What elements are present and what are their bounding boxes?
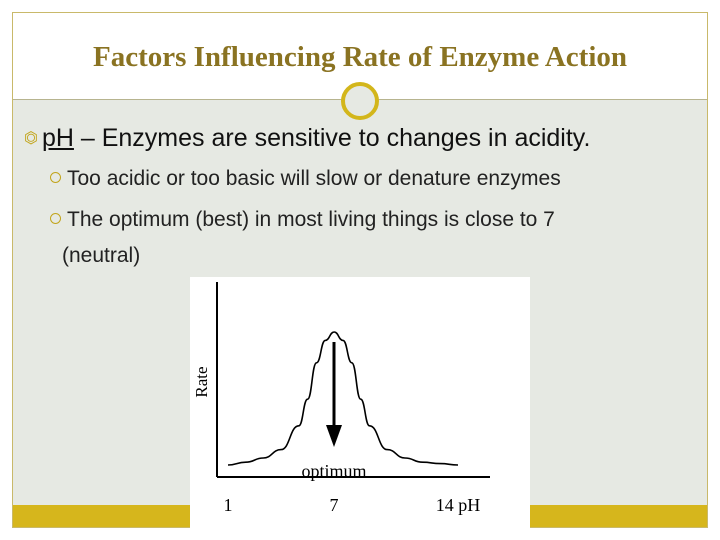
optimum-label: optimum — [301, 461, 366, 481]
ph-rate-graph: Rate optimum 1 7 14 pH — [190, 277, 530, 532]
x-tick-label: 14 pH — [436, 495, 481, 515]
optimum-arrow-head-icon — [326, 425, 342, 447]
subbullet-circle-icon — [50, 172, 61, 183]
x-tick-label: 1 — [224, 495, 233, 515]
ph-rate-chart: Rate optimum 1 7 14 pH — [192, 282, 490, 515]
slide-title: Factors Influencing Rate of Enzyme Actio… — [92, 41, 628, 73]
subbullet-text: Too acidic or too basic will slow or den… — [67, 167, 561, 190]
y-axis-label: Rate — [192, 366, 211, 397]
subbullet-text: The optimum (best) in most living things… — [67, 208, 555, 231]
bullet-ph: ⏣ pH – Enzymes are sensitive to changes i… — [24, 124, 590, 153]
subbullet-optimum: The optimum (best) in most living things… — [50, 206, 555, 233]
subbullet-circle-icon — [50, 213, 61, 224]
bullet-icon: ⏣ — [24, 130, 38, 147]
subbullet-acidic: Too acidic or too basic will slow or den… — [50, 165, 561, 192]
ph-term: pH — [41, 124, 74, 152]
rate-curve — [227, 331, 459, 466]
subbullet-optimum-cont: (neutral) — [62, 244, 141, 267]
x-tick-label: 7 — [330, 495, 339, 515]
ring-ornament-icon — [341, 82, 379, 120]
bullet-text: – Enzymes are sensitive to changes in ac… — [73, 124, 591, 152]
